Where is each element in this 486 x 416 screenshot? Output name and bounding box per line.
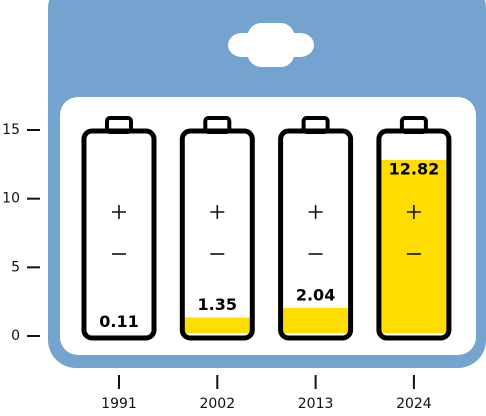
bar bbox=[282, 307, 349, 333]
plus-sign bbox=[210, 205, 225, 219]
value-label: 12.82 bbox=[389, 159, 440, 178]
value-label: 2.04 bbox=[296, 285, 335, 304]
card-window bbox=[60, 97, 476, 355]
y-tick-label: 0 bbox=[11, 328, 20, 344]
x-tick-label: 2024 bbox=[396, 396, 432, 412]
x-tick-label: 2002 bbox=[199, 396, 235, 412]
plus-sign bbox=[406, 205, 421, 219]
value-label: 0.11 bbox=[99, 312, 138, 331]
battery-body bbox=[81, 128, 157, 341]
value-label: 1.35 bbox=[198, 295, 237, 314]
bar bbox=[380, 159, 447, 333]
y-tick-label: 10 bbox=[2, 191, 20, 207]
y-tick-label: 5 bbox=[11, 259, 20, 275]
battery-body bbox=[278, 128, 354, 341]
y-tick-label: 15 bbox=[2, 122, 20, 138]
x-tick-label: 1991 bbox=[101, 396, 137, 412]
plus-sign bbox=[112, 205, 126, 219]
x-tick-label: 2013 bbox=[298, 396, 334, 412]
battery-body bbox=[179, 128, 255, 341]
bar bbox=[184, 317, 251, 333]
plus-sign bbox=[308, 205, 323, 219]
battery-body bbox=[376, 128, 452, 341]
hanger-hole bbox=[228, 22, 314, 68]
